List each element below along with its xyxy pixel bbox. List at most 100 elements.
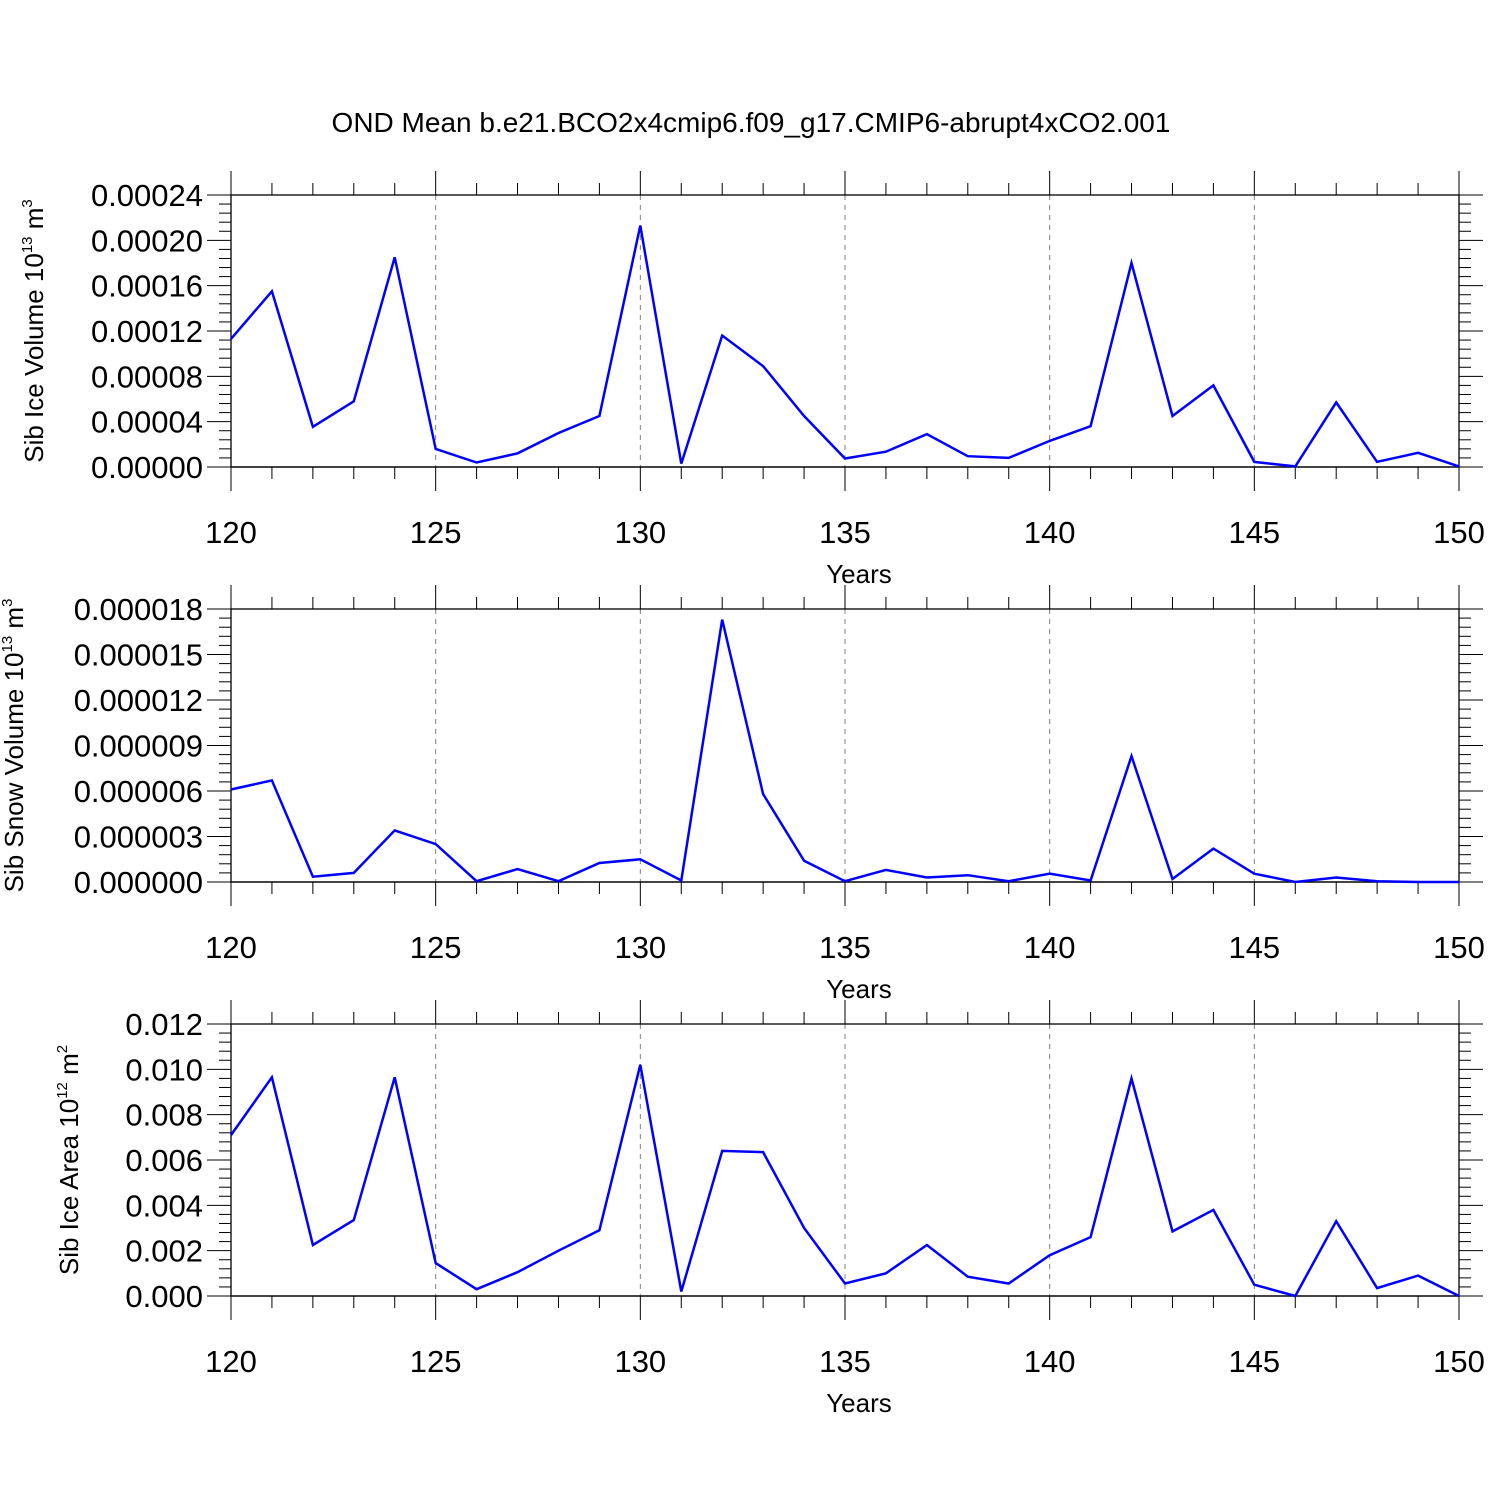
y-axis-title: Sib Ice Volume 1013 m3 [19,199,49,463]
data-point [1417,881,1419,883]
data-point [1130,1077,1132,1079]
series-line [229,1064,1460,1298]
data-point [1335,1220,1337,1222]
data-point [1335,401,1337,403]
data-point [844,457,846,459]
x-tick-label: 150 [1433,930,1485,965]
panel-top: 0.00000 0.00004 0.00008 0.00012 0.00016 0.000… [19,171,1485,589]
data-point [1335,876,1337,878]
data-point [230,1134,232,1136]
data-point [1008,457,1010,459]
x-tick-label: 135 [819,1344,871,1379]
data-point [762,365,764,367]
y-axis-title: Sib Snow Volume 1013 m3 [0,599,29,893]
x-tick-label: 120 [205,1344,257,1379]
x-tick-label: 120 [205,515,257,550]
data-point [1089,879,1091,881]
x-tick-label: 140 [1024,930,1076,965]
x-tick-label: 125 [410,515,462,550]
y-axis-title-superscript: 3 [0,599,16,607]
data-point [353,400,355,402]
y-tick-label: 0.00020 [91,223,203,258]
data-point [353,872,355,874]
x-tick-label: 130 [614,930,666,965]
y-tick-label: 0.000003 [74,820,203,855]
y-tick-label: 0.004 [125,1188,203,1223]
data-point [1008,1282,1010,1284]
data-point [885,451,887,453]
y-tick-label: 0.012 [125,1007,203,1042]
y-axis-title-part: m [19,208,49,237]
y-axis-title-part: Sib Ice Volume 10 [19,253,49,463]
data-point [312,1244,314,1246]
data-point [803,1227,805,1229]
series-line [230,619,1459,884]
data-point [1417,1274,1419,1276]
y-tick-label: 0.00024 [91,178,203,213]
data-point [1376,1287,1378,1289]
data-point [885,1272,887,1274]
data-point [967,874,969,876]
x-axis-title: Years [826,1388,892,1418]
y-axis-title-superscript: 2 [54,1045,71,1053]
data-point [271,779,273,781]
data-point [1089,1236,1091,1238]
y-axis-title-superscript: 3 [19,199,36,207]
x-tick-label: 145 [1228,930,1280,965]
data-point [598,862,600,864]
data-point [1008,880,1010,882]
data-point [762,1151,764,1153]
data-point [680,1290,682,1292]
data-point [1171,878,1173,880]
data-point [721,334,723,336]
x-tick-label: 120 [205,930,257,965]
data-point [1048,872,1050,874]
y-tick-label: 0.010 [125,1052,203,1087]
data-point [557,1249,559,1251]
y-axis-title-part: m [0,607,29,636]
data-point [598,1229,600,1231]
data-point [844,880,846,882]
data-point [434,448,436,450]
data-point [1171,1230,1173,1232]
data-point [1458,881,1460,883]
data-point [394,1076,396,1078]
data-point [1048,1254,1050,1256]
data-point [353,1219,355,1221]
panel-middle: 0.000000 0.000003 0.000006 0.000009 0.000012… [0,585,1485,1004]
y-tick-label: 0.000012 [74,683,203,718]
y-axis-title: Sib Ice Area 1012 m2 [54,1045,84,1275]
y-axis-title-part: Sib Ice Area 10 [54,1099,84,1275]
y-tick-label: 0.00000 [91,450,203,485]
y-axis-title-superscript: 13 [0,636,16,653]
y-axis-title-part: m [54,1053,84,1082]
data-point [516,452,518,454]
data-point [1130,755,1132,757]
x-tick-label: 135 [819,515,871,550]
y-tick-label: 0.000 [125,1279,203,1314]
x-tick-label: 140 [1024,1344,1076,1379]
data-point [516,1271,518,1273]
data-point [1253,461,1255,463]
y-axis-title-superscript: 12 [54,1082,71,1099]
data-point [680,879,682,881]
x-axis-title: Years [826,974,892,1004]
data-point [312,426,314,428]
data-point [312,875,314,877]
y-tick-label: 0.00016 [91,269,203,304]
y-tick-label: 0.000006 [74,774,203,809]
x-tick-label: 145 [1228,1344,1280,1379]
data-point [721,1150,723,1152]
data-point [557,432,559,434]
data-point [1212,847,1214,849]
data-point [926,1244,928,1246]
y-axis-title-part: Sib Snow Volume 10 [0,652,29,892]
panel-bottom: 0.000 0.002 0.004 0.006 0.008 0.010 0.012 120 12… [54,1000,1485,1418]
y-tick-label: 0.00008 [91,359,203,394]
data-point [926,433,928,435]
data-point [680,462,682,464]
y-tick-label: 0.00012 [91,314,203,349]
data-point [639,858,641,860]
data-point [271,290,273,292]
data-point [1048,440,1050,442]
